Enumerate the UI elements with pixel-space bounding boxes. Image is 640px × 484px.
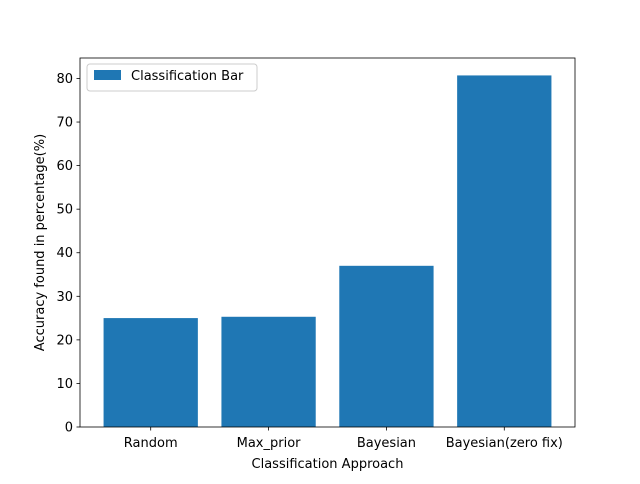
y-tick-label: 40 <box>56 246 73 261</box>
y-tick-label: 30 <box>56 290 73 305</box>
y-tick-label: 70 <box>56 116 73 131</box>
y-tick-label: 80 <box>56 72 73 87</box>
bars-layer <box>103 75 552 428</box>
x-tick-label: Random <box>124 436 178 451</box>
legend-swatch <box>94 70 121 80</box>
y-tick-label: 20 <box>56 333 73 348</box>
bar-bayesian <box>339 265 434 427</box>
axes-frame <box>79 57 576 428</box>
y-tick-label: 10 <box>56 377 73 392</box>
bar-random <box>103 318 198 427</box>
legend-label: Classification Bar <box>131 69 244 84</box>
legend: Classification Bar <box>86 63 258 92</box>
y-tick-label: 60 <box>56 159 73 174</box>
x-tick-label: Bayesian(zero fix) <box>446 436 563 451</box>
ticks-layer: 0 10 20 30 40 50 60 70 80 Random Max_prior Bayesian… <box>56 72 562 451</box>
x-tick-label: Bayesian <box>357 436 416 451</box>
y-tick-label: 0 <box>65 421 73 436</box>
bar-bayesian-zero-fix <box>457 75 552 428</box>
legend-frame <box>86 63 258 92</box>
x-axis-label: Classification Approach <box>252 457 404 472</box>
axes-layer <box>79 57 576 428</box>
y-tick-label: 50 <box>56 203 73 218</box>
bar-max-prior <box>221 316 316 427</box>
x-tick-label: Max_prior <box>237 436 302 451</box>
y-axis-label: Accuracy found in percentage(%) <box>33 134 48 351</box>
